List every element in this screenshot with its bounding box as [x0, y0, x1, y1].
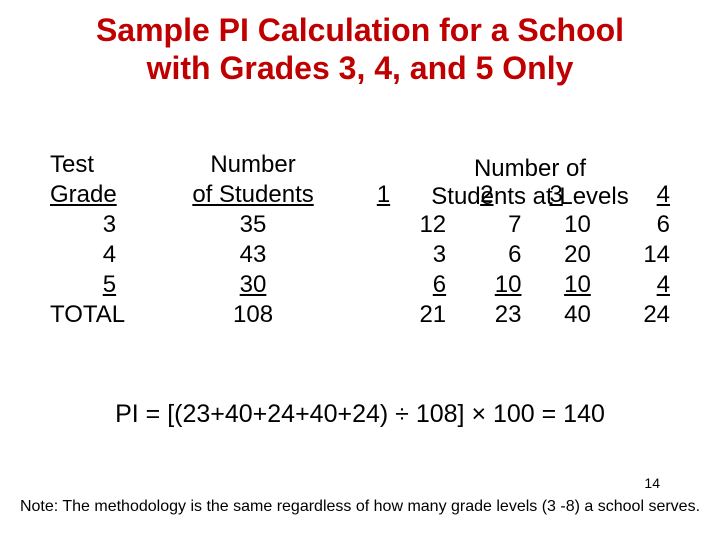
cell-lvl4: 4 [591, 270, 670, 300]
footnote: Note: The methodology is the same regard… [0, 498, 720, 516]
cell-lvl4: 6 [591, 210, 670, 240]
cell-lvl1: 21 [377, 300, 452, 330]
spacer [337, 180, 377, 210]
formula-text: PI = [(23+40+24+40+24) ÷ 108] × 100 = 14… [0, 400, 720, 429]
spacer [337, 270, 377, 300]
header-lvl-blank4 [591, 150, 670, 180]
cell-num: 35 [169, 210, 337, 240]
cell-lvl3: 10 [521, 210, 590, 240]
cell-lvl2: 7 [452, 210, 521, 240]
table-row: TOTAL108 21234024 [50, 300, 670, 330]
slide-title: Sample PI Calculation for a School with … [0, 0, 720, 88]
table-body: 335127106443362014530610104TOTAL10821234… [50, 210, 670, 330]
header-lvl1: 1 [377, 180, 452, 210]
table-row: 530610104 [50, 270, 670, 300]
slide: Sample PI Calculation for a School with … [0, 0, 720, 540]
cell-grade: 3 [50, 210, 169, 240]
spacer [337, 240, 377, 270]
cell-lvl1: 6 [377, 270, 452, 300]
header-lvl4: 4 [591, 180, 670, 210]
table-header-row-2: Grade of Students 1 2 3 4 [50, 180, 670, 210]
table-row: 335 127106 [50, 210, 670, 240]
table-row: 443 362014 [50, 240, 670, 270]
cell-num: 30 [169, 270, 337, 300]
cell-lvl4: 14 [591, 240, 670, 270]
cell-grade: TOTAL [50, 300, 169, 330]
header-number: Number [169, 150, 337, 180]
cell-lvl2: 23 [452, 300, 521, 330]
header-lvl-blank2 [452, 150, 521, 180]
table-header-row-1: Test Number [50, 150, 670, 180]
cell-lvl4: 24 [591, 300, 670, 330]
spacer [337, 210, 377, 240]
cell-lvl3: 40 [521, 300, 590, 330]
page-number: 14 [644, 475, 660, 491]
cell-num: 43 [169, 240, 337, 270]
cell-lvl1: 12 [377, 210, 452, 240]
cell-lvl1: 3 [377, 240, 452, 270]
spacer [337, 150, 377, 180]
header-lvl3: 3 [521, 180, 590, 210]
header-of-students: of Students [169, 180, 337, 210]
cell-grade: 4 [50, 240, 169, 270]
header-test: Test [50, 150, 169, 180]
header-lvl2: 2 [452, 180, 521, 210]
header-lvl-blank3 [521, 150, 590, 180]
cell-lvl2: 6 [452, 240, 521, 270]
cell-lvl3: 20 [521, 240, 590, 270]
cell-lvl3: 10 [521, 270, 590, 300]
title-line-2: with Grades 3, 4, and 5 Only [147, 50, 574, 86]
spacer [337, 300, 377, 330]
title-line-1: Sample PI Calculation for a School [96, 12, 624, 48]
cell-num: 108 [169, 300, 337, 330]
cell-lvl2: 10 [452, 270, 521, 300]
header-lvl-blank1 [377, 150, 452, 180]
data-table: Test Number Grade of Students 1 2 3 4 33… [50, 150, 670, 330]
header-grade: Grade [50, 180, 169, 210]
cell-grade: 5 [50, 270, 169, 300]
